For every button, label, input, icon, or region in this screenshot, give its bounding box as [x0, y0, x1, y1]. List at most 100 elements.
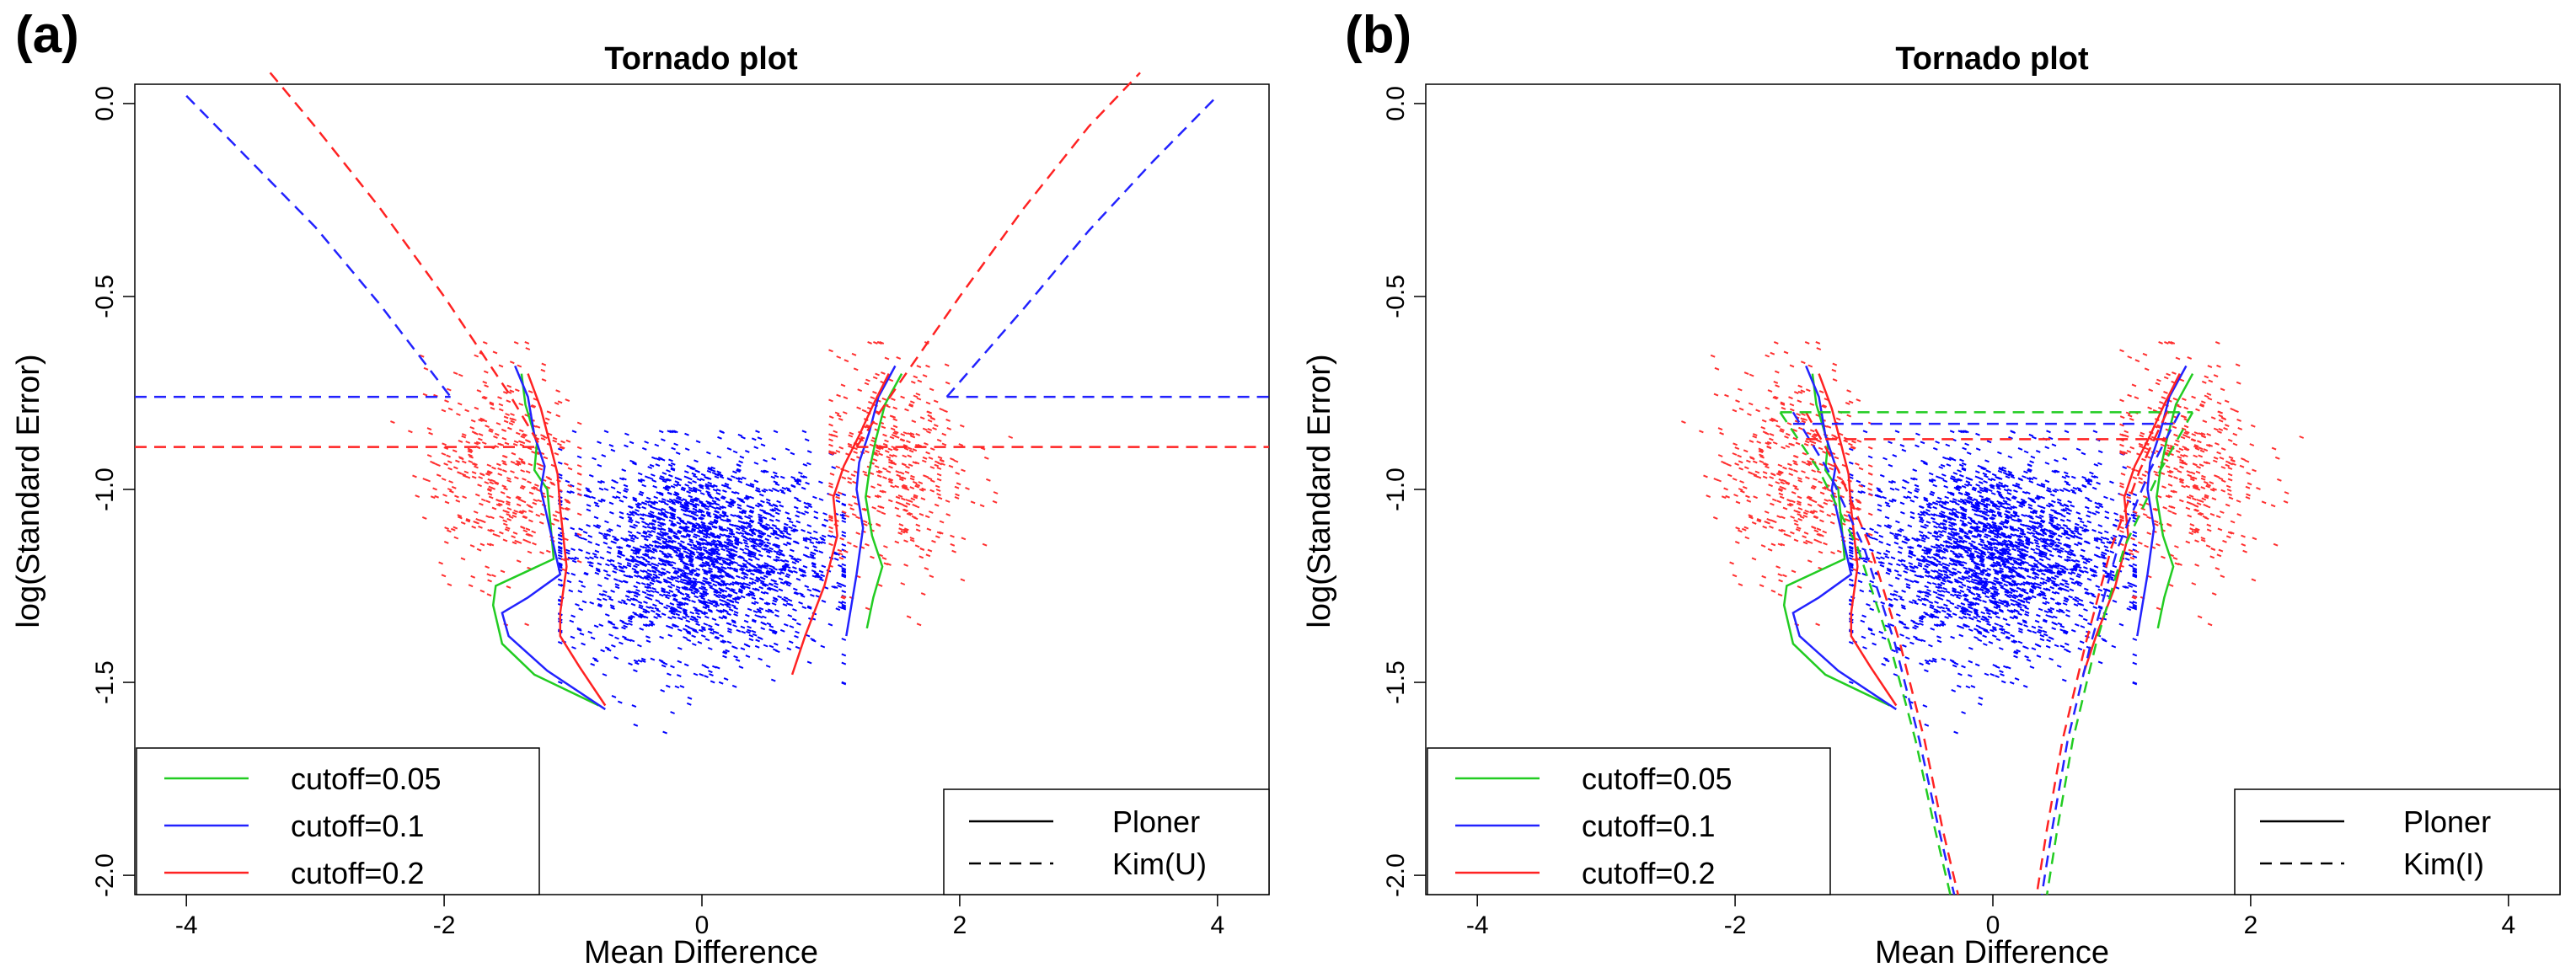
- panel-a-significant-left-point: [477, 484, 482, 488]
- panel-a-non-significant-point: [741, 534, 747, 538]
- panel-b-non-significant-point: [2021, 500, 2026, 505]
- panel-a-non-significant-point: [806, 588, 812, 592]
- panel-a-non-significant-point: [731, 604, 736, 608]
- panel-b-non-significant-point: [2011, 565, 2016, 569]
- panel-a-significant-right-point: [903, 563, 908, 567]
- panel-b-non-significant-point: [2022, 604, 2027, 608]
- panel-b-non-significant-point: [1997, 502, 2003, 505]
- panel-a-non-significant-point: [651, 569, 656, 574]
- panel-a-non-significant-point: [731, 619, 736, 623]
- panel-a-non-significant-point: [644, 575, 649, 580]
- panel-b-non-significant-point: [2015, 541, 2021, 545]
- panel-b-non-significant-point: [2016, 553, 2022, 558]
- panel-a-significant-left-point: [481, 396, 487, 400]
- panel-a-non-significant-point: [761, 532, 767, 536]
- panel-a-significant-right-point: [926, 430, 931, 434]
- panel-b-non-significant-point: [2003, 521, 2009, 525]
- panel-b-non-significant-point: [2102, 569, 2107, 574]
- panel-a-non-significant-point: [727, 478, 733, 482]
- panel-a-non-significant-point: [786, 516, 792, 521]
- panel-a-significant-right-point: [853, 451, 858, 454]
- panel-a-significant-right-point: [926, 527, 932, 532]
- panel-a-significant-left-point: [522, 538, 528, 542]
- panel-b-non-significant-point: [1924, 594, 1930, 598]
- panel-a-non-significant-point: [841, 681, 847, 685]
- panel-a-significant-left-point: [442, 442, 447, 446]
- panel-a-non-significant-point: [692, 510, 698, 514]
- panel-a-non-significant-point: [785, 573, 791, 577]
- panel-a-non-significant-point: [649, 505, 655, 510]
- panel-a-y-tick-label: 0.0: [91, 86, 119, 121]
- panel-b-non-significant-point: [1909, 600, 1914, 604]
- panel-b-non-significant-point: [1936, 635, 1941, 639]
- panel-a-non-significant-point: [647, 504, 653, 508]
- panel-b-non-significant-point: [2087, 622, 2092, 626]
- panel-a-non-significant-point: [570, 490, 575, 494]
- panel-a-non-significant-point: [652, 603, 657, 607]
- panel-b-non-significant-point: [2024, 607, 2029, 610]
- panel-a-non-significant-point: [672, 522, 677, 526]
- panel-a-significant-right-point: [914, 461, 920, 465]
- panel-a-significant-left-point: [501, 484, 507, 489]
- panel-a-non-significant-point: [683, 587, 688, 591]
- panel-b-non-significant-point: [1947, 537, 1952, 542]
- panel-a-significant-left-point: [479, 589, 485, 593]
- panel-b-non-significant-point: [2032, 529, 2038, 533]
- panel-a-non-significant-point: [699, 586, 704, 591]
- panel-a-significant-left-point: [485, 425, 490, 429]
- panel-a-non-significant-point: [781, 568, 786, 572]
- panel-a-non-significant-point: [590, 636, 596, 640]
- panel-b-non-significant-point: [2112, 534, 2118, 538]
- panel-a-non-significant-point: [581, 642, 586, 646]
- panel-b-non-significant-point: [2065, 483, 2071, 487]
- panel-a-non-significant-point: [670, 665, 675, 669]
- panel-a-non-significant-point: [796, 478, 802, 482]
- panel-b-non-significant-point: [2112, 599, 2118, 603]
- panel-b-non-significant-point: [2128, 585, 2134, 588]
- panel-b-non-significant-point: [2010, 528, 2016, 532]
- panel-b-non-significant-point: [1898, 558, 1903, 563]
- panel-a-non-significant-point: [672, 593, 678, 597]
- panel-a-non-significant-point: [710, 550, 716, 554]
- panel-a-non-significant-point: [692, 535, 698, 539]
- panel-b-non-significant-point: [2056, 523, 2061, 526]
- panel-a-non-significant-point: [586, 523, 591, 527]
- panel-a-significant-right-point: [922, 456, 928, 460]
- panel-a-significant-right-point: [902, 528, 908, 532]
- panel-a-non-significant-point: [609, 604, 615, 608]
- panel-b-non-significant-point: [2067, 553, 2072, 557]
- panel-a-non-significant-point: [715, 576, 720, 580]
- panel-a-non-significant-point: [764, 537, 770, 542]
- panel-a-non-significant-point: [726, 598, 731, 602]
- panel-b-non-significant-point: [1946, 516, 1952, 520]
- panel-b-non-significant-point: [1952, 571, 1957, 575]
- panel-b-non-significant-point: [2104, 510, 2110, 514]
- panel-a-non-significant-point: [726, 519, 731, 523]
- panel-a-non-significant-point: [711, 500, 717, 504]
- panel-b-non-significant-point: [2132, 590, 2138, 594]
- panel-a-non-significant-point: [646, 515, 652, 518]
- panel-a-significant-right-point: [955, 471, 961, 475]
- panel-a-non-significant-point: [668, 511, 674, 516]
- panel-a-non-significant-point: [748, 568, 754, 572]
- panel-b-non-significant-point: [1911, 537, 1916, 541]
- panel-b-non-significant-point: [2057, 554, 2063, 558]
- panel-a-non-significant-point: [662, 593, 668, 597]
- panel-b-non-significant-point: [1925, 570, 1931, 575]
- panel-a-significant-right-point: [950, 457, 955, 462]
- panel-a-significant-left-point: [421, 516, 427, 520]
- panel-a-non-significant-point: [743, 582, 748, 586]
- panel-b-non-significant-point: [1918, 530, 1924, 534]
- panel-b-non-significant-point: [1940, 463, 1946, 468]
- panel-b-non-significant-point: [1901, 606, 1906, 610]
- panel-b-non-significant-point: [2094, 501, 2100, 505]
- panel-a-non-significant-point: [682, 498, 688, 502]
- panel-b-non-significant-point: [1848, 553, 1854, 558]
- panel-a-significant-left-point: [520, 435, 526, 439]
- panel-a-significant-right-point: [936, 478, 942, 482]
- panel-a-significant-left-point: [517, 541, 522, 544]
- panel-a-significant-left-point: [432, 487, 437, 491]
- panel-a-significant-left-point: [549, 494, 554, 499]
- panel-a-non-significant-point: [713, 518, 719, 522]
- panel-b-non-significant-point: [1923, 611, 1928, 615]
